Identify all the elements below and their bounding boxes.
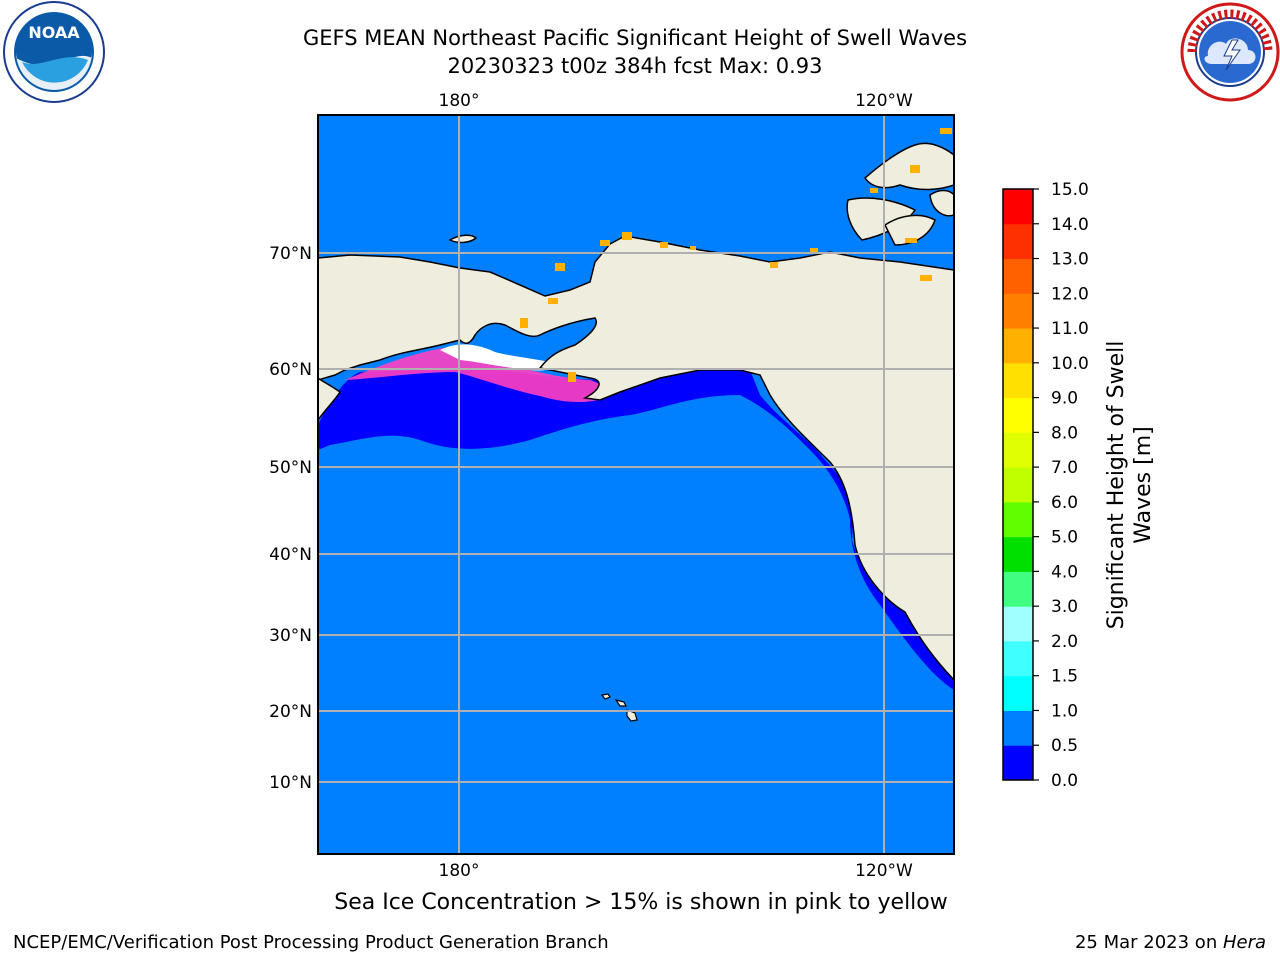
colorbar-tick-label: 11.0 [1051,319,1089,339]
colorbar-tick-label: 0.0 [1051,771,1078,791]
colorbar-tick-label: 6.0 [1051,493,1078,513]
colorbar-bin [1003,710,1033,746]
footer-date-text: 25 Mar 2023 on [1074,932,1223,953]
colorbar-bin [1003,328,1033,364]
colorbar-tick-label: 10.0 [1051,354,1089,374]
land-chukotka [318,258,342,422]
lat-label: 20°N [269,702,312,722]
lon-label-bottom: 120°W [855,861,913,881]
colorbar-bin [1003,606,1033,642]
low-swell-region [318,368,954,690]
colorbar-bin [1003,258,1033,294]
colorbar-tick-label: 7.0 [1051,458,1078,478]
sea-ice-edge [345,345,608,403]
graticule [318,115,954,854]
land-hawaii [600,693,638,722]
map-title: GEFS MEAN Northeast Pacific Significant … [302,26,968,50]
colorbar-bin [1003,397,1033,433]
land-arctic-islands [863,142,954,191]
footer-host: Hera [1222,932,1266,953]
noaa-logo-icon: NOAA [3,1,105,103]
colorbar-tick-label: 15.0 [1051,180,1089,200]
colorbar-tick-label: 5.0 [1051,528,1078,548]
colorbar-bin [1003,640,1033,677]
colorbar-tick-label: 0.5 [1051,736,1078,756]
lat-label: 10°N [269,773,312,793]
lat-label: 70°N [269,244,312,264]
map-frame [317,114,955,855]
colorbar-tick-label: 1.0 [1051,701,1078,721]
colorbar-bin [1003,571,1033,607]
colorbar-tick-label: 1.5 [1051,667,1078,687]
sea-ice-note: Sea Ice Concentration > 15% is shown in … [334,890,948,915]
colorbar-label-line1: Significant Height of Swell [1104,341,1129,630]
lon-label-top: 180° [439,91,480,111]
colorbar-frame [1002,188,1034,781]
colorbar-bin [1003,536,1033,572]
colorbar-tick-label: 14.0 [1051,215,1089,235]
colorbar-bin [1003,432,1033,468]
colorbar-tick-label: 12.0 [1051,284,1089,304]
nws-logo-icon [1180,2,1280,102]
colorbar-bin [1003,293,1033,329]
colorbar-tick-label: 13.0 [1051,250,1089,270]
colorbar-tick-label: 2.0 [1051,632,1078,652]
svg-text:NOAA: NOAA [28,23,80,42]
colorbar-bin [1003,501,1033,538]
colorbar-tick-label: 3.0 [1051,597,1078,617]
colorbar-label-line2: Waves [m] [1131,426,1156,543]
colorbar-bin [1003,745,1033,781]
colorbar-tick-label: 9.0 [1051,389,1078,409]
colorbar-tick-label: 4.0 [1051,562,1078,582]
colorbar-bin [1003,362,1033,399]
footer-credit: NCEP/EMC/Verification Post Processing Pr… [13,932,609,953]
colorbar: 0.0 0.5 1.0 1.5 2.0 3.0 4.0 5.0 6.0 7.0 8.0 9.0 10.0… [1002,180,1089,791]
lat-label: 40°N [269,545,312,565]
land-north-america [318,235,954,682]
colorbar-bin [1003,675,1033,711]
lat-label: 50°N [269,458,312,478]
colorbar-bin [1003,189,1033,225]
lat-label: 60°N [269,360,312,380]
map-subtitle: 20230323 t00z 384h fcst Max: 0.93 [447,54,823,78]
colorbar-bin [1003,223,1033,260]
footer-date: 25 Mar 2023 on Hera [1075,932,1266,953]
colorbar-bin [1003,467,1033,503]
lat-label: 30°N [269,626,312,646]
lon-label-top: 120°W [855,91,913,111]
colorbar-tick-label: 8.0 [1051,423,1078,443]
lon-label-bottom: 180° [439,861,480,881]
